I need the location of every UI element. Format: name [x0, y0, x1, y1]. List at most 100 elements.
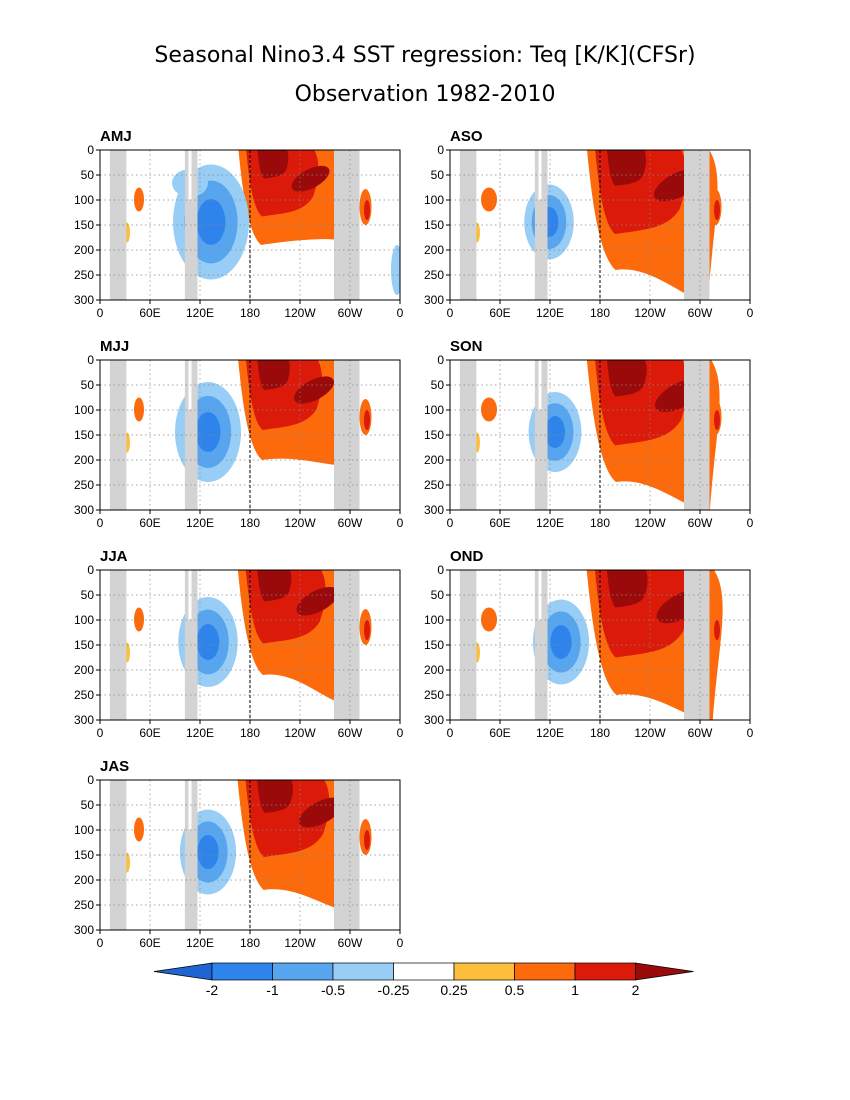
y-tick-label: 300 [74, 503, 94, 517]
panel-mjj: 0 60E 120E 180 120W 60W 0 0 50 100 150 200 250 300 MJJ [74, 338, 404, 530]
warm-contour-level-8 [607, 150, 647, 186]
indian-warm-blob [134, 397, 144, 422]
panel-label: SON [450, 338, 483, 355]
y-tick-label: 50 [431, 168, 445, 182]
y-tick-label: 50 [81, 168, 95, 182]
cool-contour-level-1 [195, 412, 221, 452]
y-tick-label: 200 [424, 663, 444, 677]
chart-title: Seasonal Nino3.4 SST regression: Teq [K/… [154, 43, 695, 68]
warm-contour-level-8 [257, 780, 293, 813]
y-tick-label: 300 [74, 713, 94, 727]
x-tick-label: 60W [338, 516, 363, 530]
y-tick-label: 300 [424, 713, 444, 727]
warm-core [294, 376, 334, 404]
y-tick-label: 0 [87, 773, 94, 787]
y-tick-label: 0 [437, 563, 444, 577]
land-mask [334, 360, 360, 510]
colorbar-segment [211, 962, 273, 981]
x-tick-label: 0 [397, 306, 404, 320]
cool-patch-east [391, 245, 400, 295]
y-tick-label: 300 [74, 923, 94, 937]
x-tick-label: 120E [186, 726, 214, 740]
x-tick-label: 60E [489, 516, 510, 530]
x-tick-label: 60E [139, 726, 160, 740]
field [109, 570, 372, 720]
y-tick-label: 200 [74, 453, 94, 467]
x-tick-label: 120W [634, 306, 666, 320]
y-tick-label: 150 [424, 638, 444, 652]
panel-label: OND [450, 548, 484, 565]
y-tick-label: 100 [424, 613, 444, 627]
x-tick-label: 120W [634, 516, 666, 530]
x-tick-label: 120E [536, 726, 564, 740]
x-tick-label: 0 [447, 516, 454, 530]
x-tick-label: 180 [240, 726, 260, 740]
colorbar-tick-label: 0.25 [440, 982, 467, 998]
y-tick-label: 50 [431, 588, 445, 602]
y-tick-label: 150 [424, 218, 444, 232]
x-tick-label: 60W [338, 306, 363, 320]
x-tick-label: 180 [240, 936, 260, 950]
panel-jas: 0 60E 120E 180 120W 60W 0 0 50 100 150 200 250 300 JAS [74, 758, 404, 950]
field [459, 360, 722, 510]
y-tick-label: 250 [424, 688, 444, 702]
x-tick-label: 120W [284, 936, 316, 950]
x-tick-label: 180 [590, 306, 610, 320]
panel-label: JJA [100, 548, 128, 565]
x-tick-label: 120W [284, 516, 316, 530]
y-tick-label: 50 [81, 588, 95, 602]
panel-amj: 0 60E 120E 180 120W 60W 0 0 50 100 150 200 250 300 AMJ [74, 128, 404, 320]
x-tick-label: 0 [747, 306, 754, 320]
x-tick-label: 60W [338, 936, 363, 950]
land-mask [334, 570, 360, 720]
field [109, 780, 372, 930]
land-mask [334, 780, 360, 930]
x-tick-label: 60E [139, 516, 160, 530]
y-tick-label: 150 [74, 848, 94, 862]
y-tick-label: 300 [424, 503, 444, 517]
y-tick-label: 0 [87, 563, 94, 577]
warm-contour-level-8 [257, 150, 289, 179]
x-tick-label: 60W [688, 516, 713, 530]
indian-warm-blob [481, 187, 497, 212]
field [109, 150, 400, 300]
colorbar-tick-label: 0.5 [505, 982, 525, 998]
y-tick-label: 100 [424, 403, 444, 417]
colorbar-segment [272, 962, 334, 981]
x-tick-label: 60E [489, 726, 510, 740]
x-tick-label: 60E [139, 936, 160, 950]
land-mask [684, 150, 710, 300]
y-tick-label: 150 [424, 428, 444, 442]
x-tick-label: 120E [186, 516, 214, 530]
y-tick-label: 150 [74, 428, 94, 442]
x-tick-label: 180 [590, 726, 610, 740]
warm-core [299, 797, 343, 828]
y-tick-label: 250 [74, 898, 94, 912]
colorbar-segment [574, 962, 636, 981]
indian-warm-blob [134, 607, 144, 632]
panel-jja: 0 60E 120E 180 120W 60W 0 0 50 100 150 200 250 300 JJA [74, 548, 404, 740]
x-tick-label: 0 [747, 726, 754, 740]
colorbar-segment [453, 962, 515, 981]
warm-contour-level-8 [606, 360, 647, 397]
panel-son: 0 60E 120E 180 120W 60W 0 0 50 100 150 200 250 300 SON [424, 338, 754, 530]
indian-warm-blob [481, 397, 497, 422]
cool-contour-level-1 [196, 624, 220, 660]
panel-label: MJJ [100, 338, 129, 355]
y-tick-label: 0 [87, 353, 94, 367]
colorbar-segment [393, 962, 455, 981]
warm-contour-level-8 [257, 360, 290, 390]
y-tick-label: 50 [81, 378, 95, 392]
atlantic-warm-core [714, 200, 720, 220]
x-tick-label: 0 [397, 936, 404, 950]
colorbar: -2 -1 -0.5 -0.25 0.25 0.5 1 2 [153, 962, 694, 998]
warm-contour-level-8 [606, 570, 648, 608]
x-tick-label: 0 [397, 516, 404, 530]
y-tick-label: 0 [87, 143, 94, 157]
indian-warm-blob [481, 607, 497, 632]
y-tick-label: 100 [74, 403, 94, 417]
x-tick-label: 60W [338, 726, 363, 740]
y-tick-label: 0 [437, 353, 444, 367]
y-tick-label: 200 [74, 873, 94, 887]
